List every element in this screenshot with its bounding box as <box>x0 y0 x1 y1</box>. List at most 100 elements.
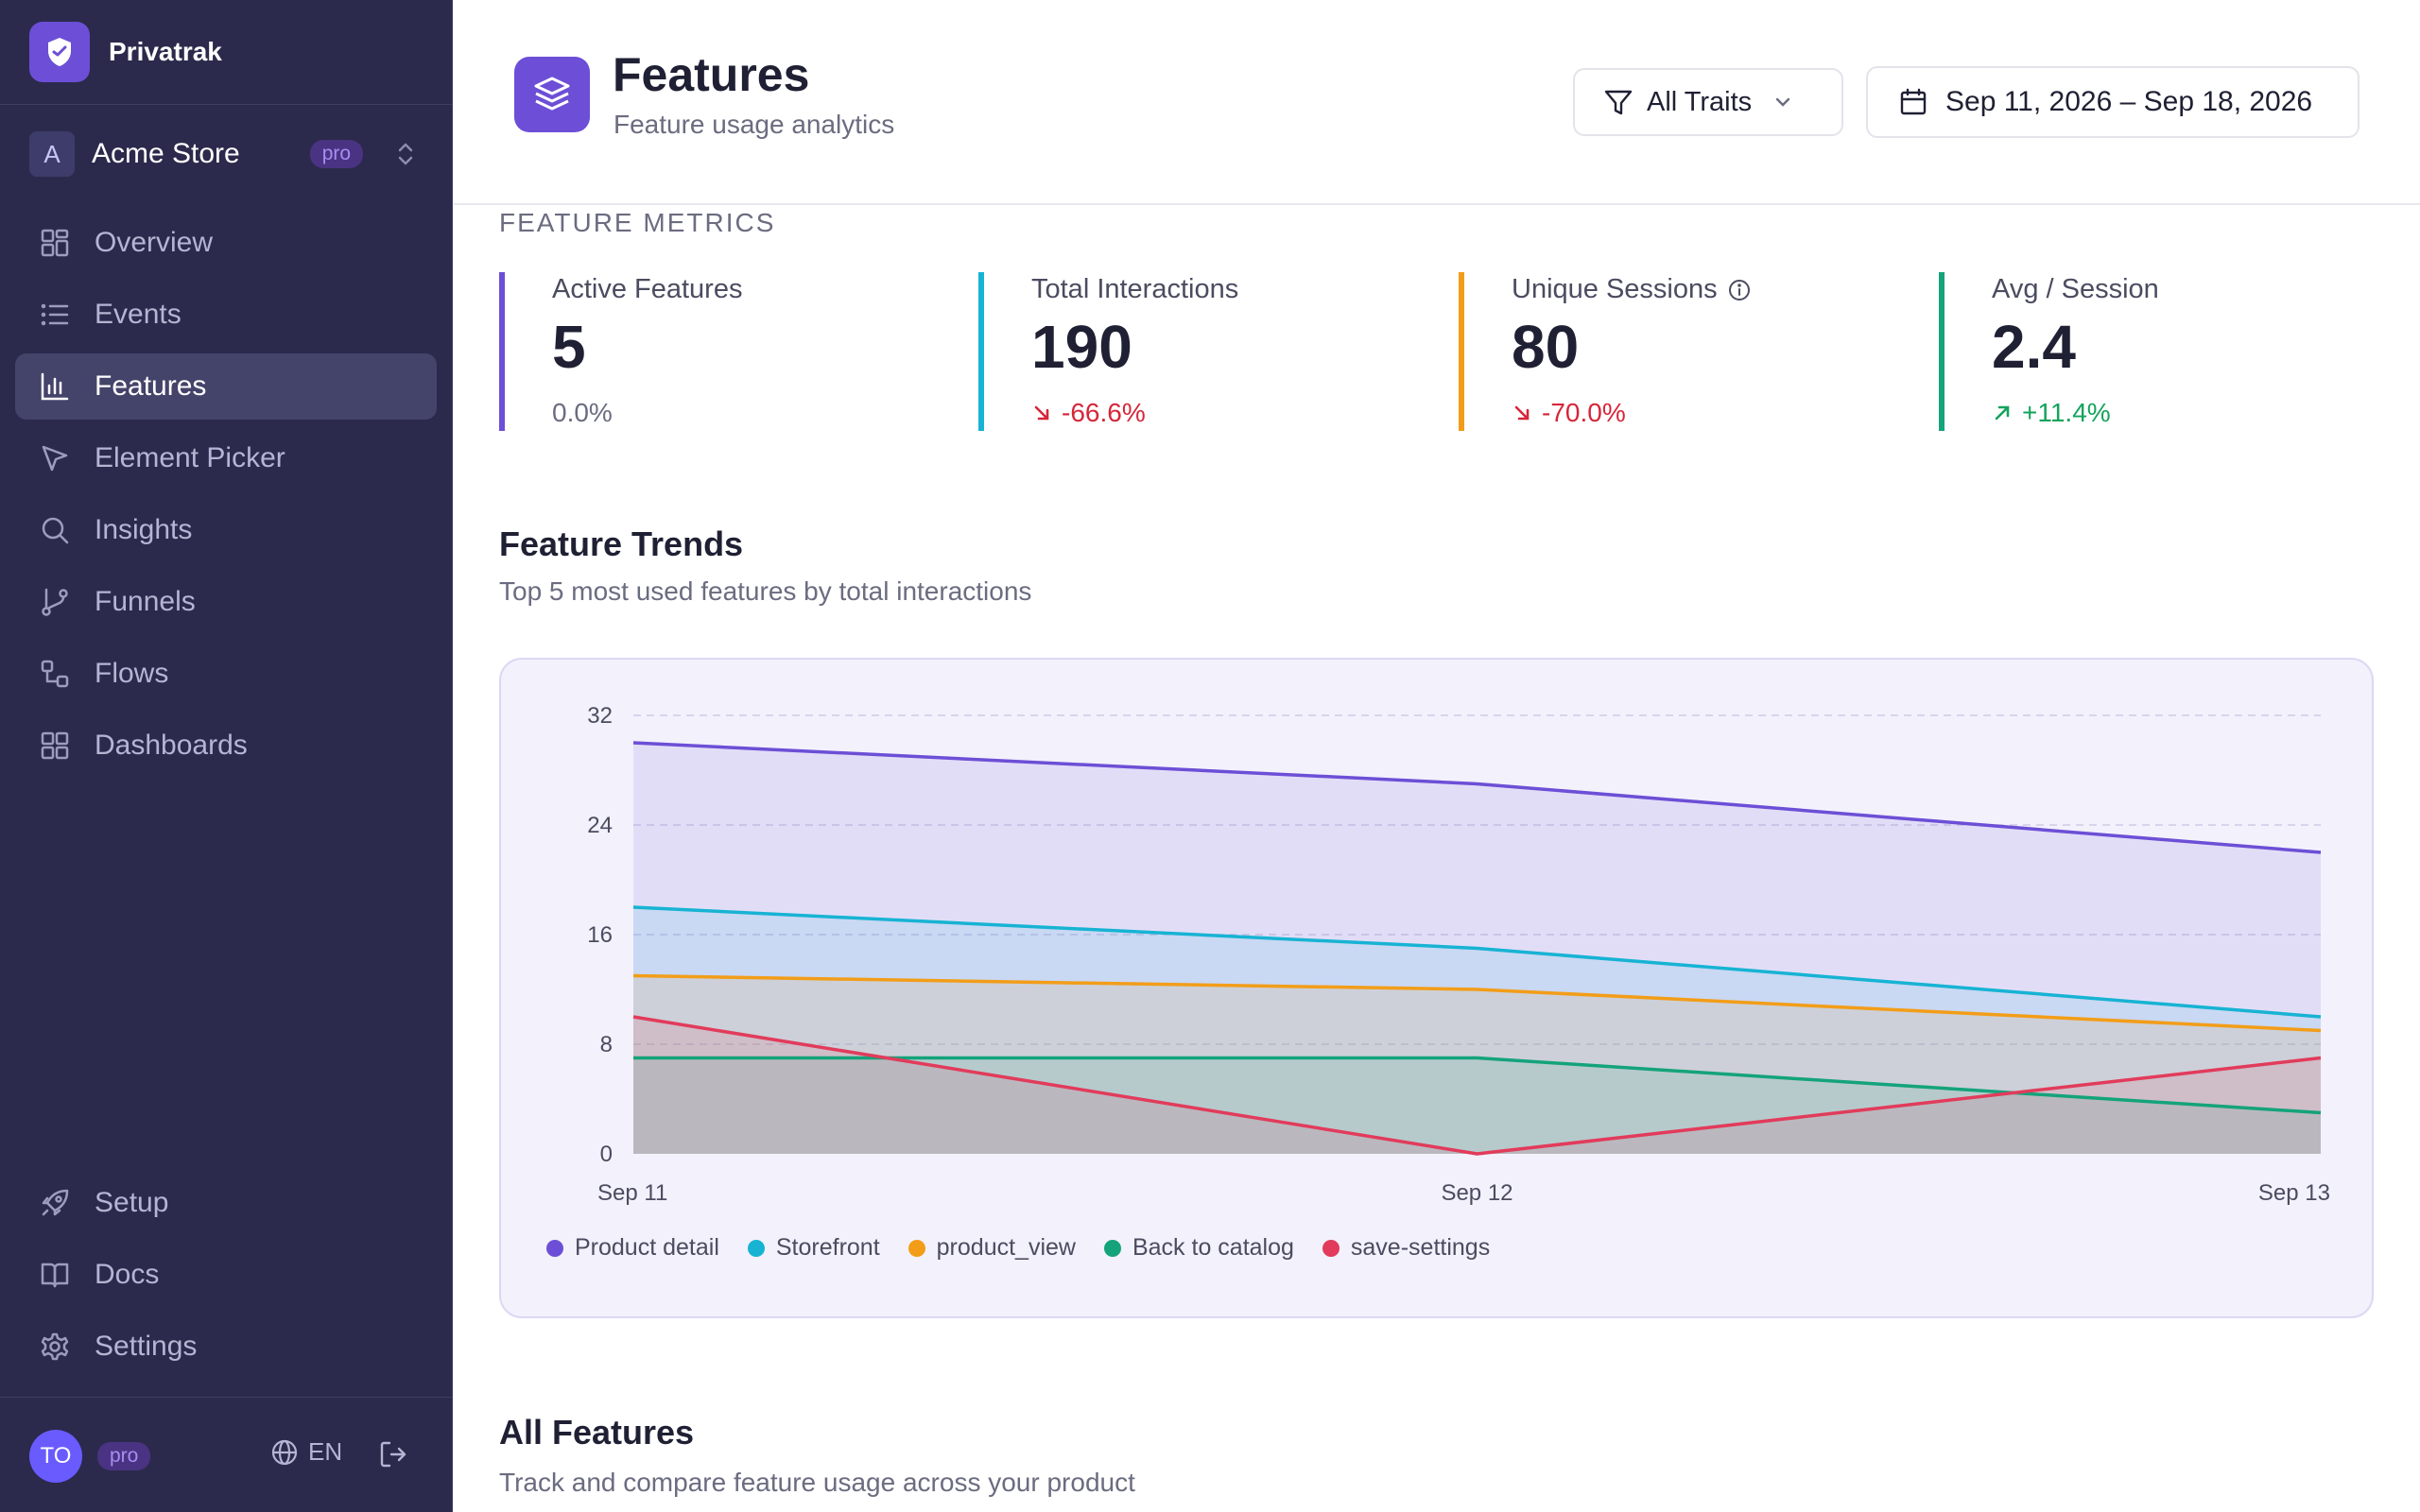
logout-icon[interactable] <box>378 1439 408 1469</box>
brand[interactable]: Privatrak <box>0 0 453 105</box>
legend-item[interactable]: save-settings <box>1322 1234 1490 1262</box>
plan-badge: pro <box>309 140 364 168</box>
metric-delta-value: 0.0% <box>552 398 613 427</box>
arrow-down-right-icon <box>1034 405 1049 421</box>
legend-item[interactable]: Back to catalog <box>1103 1234 1294 1262</box>
traits-filter-button[interactable]: All Traits <box>1573 68 1843 136</box>
legend-label: Product detail <box>575 1234 719 1261</box>
metric-delta-value: -70.0% <box>1542 398 1626 427</box>
secondary-nav: Setup Docs Settings <box>15 1170 437 1385</box>
flow-icon <box>38 657 72 691</box>
nav-label: Dashboards <box>95 730 248 761</box>
all-features-title: All Features <box>499 1413 695 1452</box>
nav-item-settings[interactable]: Settings <box>15 1314 437 1380</box>
grid-icon <box>38 226 72 260</box>
legend-swatch <box>747 1239 765 1257</box>
series-line <box>632 741 2322 854</box>
legend-label: Storefront <box>775 1234 880 1261</box>
metric-label-row: Unique Sessions <box>1512 274 1912 305</box>
y-tick-label: 32 <box>587 703 613 729</box>
trends-subtitle: Top 5 most used features by total intera… <box>499 576 1032 606</box>
section-label: FEATURE METRICS <box>499 208 776 237</box>
legend-item[interactable]: product_view <box>908 1234 1076 1262</box>
legend-item[interactable]: Storefront <box>747 1234 880 1262</box>
metric-delta-value: +11.4% <box>2022 398 2111 427</box>
y-tick-label: 16 <box>587 922 613 948</box>
globe-icon <box>271 1439 298 1465</box>
legend-swatch <box>1103 1239 1121 1257</box>
legend-label: product_view <box>936 1234 1076 1261</box>
layers-icon <box>514 57 590 132</box>
legend-swatch <box>908 1239 925 1257</box>
metric-label: Active Features <box>552 274 743 304</box>
page-header: Features Feature usage analytics All Tra… <box>454 0 2420 205</box>
series-line <box>632 1015 2322 1156</box>
metric-label: Total Interactions <box>1031 274 1239 304</box>
x-tick-label: Sep 12 <box>1441 1180 1512 1206</box>
trends-title: Feature Trends <box>499 524 744 563</box>
shield-icon <box>29 22 90 82</box>
language-label: EN <box>308 1437 343 1466</box>
date-range-label: Sep 11, 2026 – Sep 18, 2026 <box>1945 86 2313 117</box>
nav-label: Overview <box>95 227 214 258</box>
metric-delta-value: -66.6% <box>1062 398 1146 427</box>
metric-active-features: Active Features 5 0.0% <box>499 272 953 431</box>
page-subtitle: Feature usage analytics <box>614 110 895 139</box>
workspace-name: Acme Store <box>92 138 240 169</box>
nav-item-overview[interactable]: Overview <box>15 210 437 276</box>
sidebar-footer: TO pro EN <box>0 1397 453 1512</box>
nav-item-element-picker[interactable]: Element Picker <box>15 425 437 491</box>
nav-item-setup[interactable]: Setup <box>15 1170 437 1236</box>
series-line <box>632 905 2322 1019</box>
chevron-down-icon <box>1775 97 1790 107</box>
nav-item-dashboards[interactable]: Dashboards <box>15 713 437 779</box>
cursor-icon <box>38 441 72 475</box>
metric-value: 2.4 <box>1992 313 2076 381</box>
nav-label: Funnels <box>95 586 196 617</box>
nav-item-flows[interactable]: Flows <box>15 641 437 707</box>
legend-swatch <box>546 1239 563 1257</box>
chevron-up-down-icon <box>398 143 413 165</box>
nav-item-funnels[interactable]: Funnels <box>15 569 437 635</box>
workspace-switcher[interactable]: A Acme Store pro <box>29 130 426 178</box>
legend-label: save-settings <box>1350 1234 1491 1261</box>
legend-label: Back to catalog <box>1132 1234 1294 1261</box>
nav-item-insights[interactable]: Insights <box>15 497 437 563</box>
nav-label: Setup <box>95 1187 169 1218</box>
app-name: Privatrak <box>109 37 222 66</box>
workspace-avatar: A <box>29 131 75 177</box>
nav-label: Settings <box>95 1331 198 1362</box>
nav-label: Element Picker <box>95 442 285 473</box>
nav-item-docs[interactable]: Docs <box>15 1242 437 1308</box>
metric-value: 5 <box>552 313 586 381</box>
dashboard-icon <box>38 729 72 763</box>
chart-legend: Product detail Storefront product_view Back… <box>546 1234 1518 1262</box>
nav-label: Insights <box>95 514 193 545</box>
all-features-subtitle: Track and compare feature usage across y… <box>499 1468 1135 1497</box>
info-icon[interactable] <box>1727 278 1752 302</box>
series-line <box>632 973 2322 1033</box>
y-tick-label: 24 <box>587 813 613 838</box>
arrow-up-right-icon <box>1995 405 2010 421</box>
metric-delta: 0.0% <box>552 398 953 428</box>
nav-item-events[interactable]: Events <box>15 282 437 348</box>
search-icon <box>38 513 72 547</box>
chart-canvas: 0 8 16 24 32 Sep 11 Sep 12 Sep 13 <box>587 703 2330 1206</box>
metric-avg-session: Avg / Session 2.4 +11.4% <box>1939 272 2393 431</box>
legend-swatch <box>1322 1239 1340 1257</box>
bar-chart-icon <box>38 369 72 404</box>
legend-item[interactable]: Product detail <box>546 1234 719 1262</box>
language-switcher[interactable]: EN <box>270 1437 342 1467</box>
avatar[interactable]: TO <box>29 1430 82 1483</box>
arrow-down-right-icon <box>1514 405 1530 421</box>
nav-label: Flows <box>95 658 169 689</box>
series-area <box>633 1017 2321 1154</box>
main-nav: Overview Events Features Element Picker … <box>15 210 437 784</box>
nav-item-features[interactable]: Features <box>15 353 437 420</box>
metric-label: Unique Sessions <box>1512 274 1718 304</box>
plan-badge: pro <box>97 1442 151 1470</box>
feature-trends-chart: 0 8 16 24 32 Sep 11 Sep 12 Sep 13 Product detai… <box>499 658 2374 1318</box>
series-line <box>633 1056 2322 1115</box>
date-range-picker[interactable]: Sep 11, 2026 – Sep 18, 2026 <box>1866 66 2360 138</box>
list-icon <box>38 298 72 332</box>
